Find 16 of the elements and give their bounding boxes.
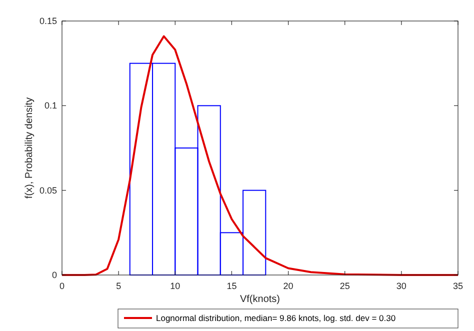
x-tick-label: 10 [170,281,180,291]
x-tick-label: 5 [116,281,122,291]
x-tick-label: 35 [452,281,464,291]
y-tick-label: 0 [52,270,57,280]
x-tick-label: 0 [59,281,65,291]
x-tick-label: 25 [340,281,350,291]
line-series [61,35,459,276]
y-axis-title: f(x), Probability density [24,97,35,199]
x-axis-title: Vf(knots) [240,294,280,305]
x-tick-label: 20 [283,281,294,291]
legend-label: Lognormal distribution, median= 9.86 knots, log. std. dev = 0.30 [156,313,396,323]
x-tick-label: 30 [396,281,406,291]
y-tick-label: 0.1 [44,100,57,111]
y-tick-label: 0.15 [39,16,57,26]
y-tick-label: 0.05 [39,185,57,196]
x-tick-label: 15 [226,281,237,291]
